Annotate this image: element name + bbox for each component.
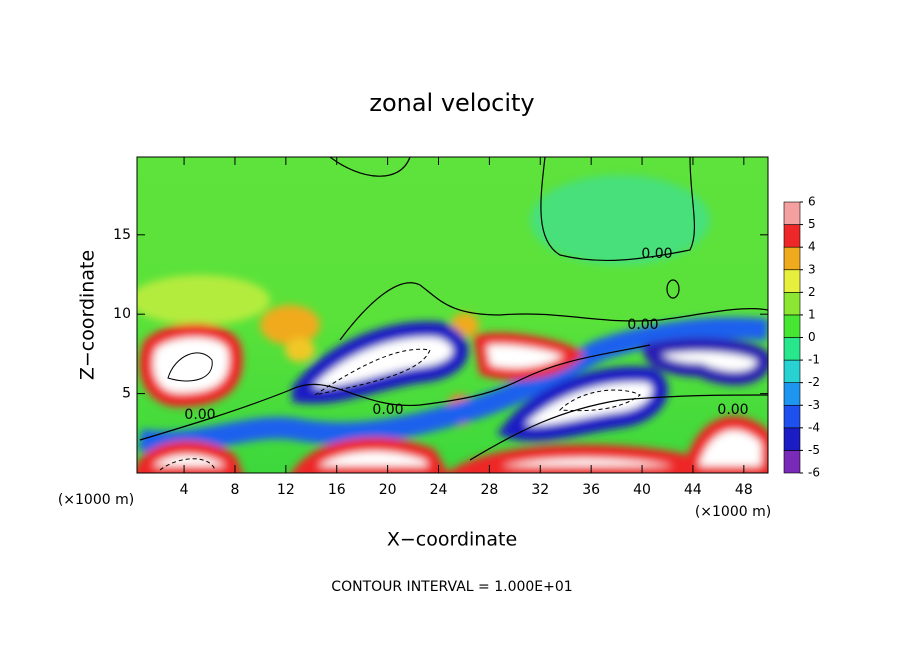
- x-tick-label: 32: [531, 482, 549, 498]
- colorbar-swatch: [783, 314, 801, 338]
- colorbar-tick-label: 2: [808, 285, 816, 299]
- x-tick-label: 16: [328, 482, 346, 498]
- contour-label: 0.00: [184, 407, 215, 423]
- colorbar-tick-label: -6: [808, 466, 820, 480]
- colorbar-swatch: [783, 337, 801, 361]
- contour-field: [137, 157, 768, 473]
- y-axis-label: Z−coordinate: [77, 250, 99, 380]
- x-axis-label: X−coordinate: [387, 529, 517, 551]
- colorbar-swatch: [783, 246, 801, 271]
- colorbar-swatch: [783, 292, 801, 316]
- x-tick-label: 4: [180, 482, 189, 498]
- x-unit: (×1000 m): [695, 504, 771, 520]
- colorbar-swatch: [783, 404, 801, 429]
- x-tick-label: 44: [684, 482, 702, 498]
- colorbar-tick-label: 1: [808, 307, 816, 321]
- x-tick-label: 36: [582, 482, 600, 498]
- footnote: CONTOUR INTERVAL = 1.000E+01: [331, 579, 572, 595]
- x-tick-label: 28: [480, 482, 498, 498]
- y-tick-label: 5: [122, 386, 131, 402]
- x-tick-label: 20: [379, 482, 397, 498]
- colorbar-swatch: [783, 224, 801, 248]
- y-unit: (×1000 m): [58, 492, 134, 508]
- colorbar-tick-label: 6: [808, 195, 816, 209]
- x-tick-label: 48: [735, 482, 753, 498]
- colorbar-swatch: [783, 359, 801, 383]
- colorbar-tick-label: -3: [808, 398, 820, 412]
- colorbar-swatch: [783, 382, 801, 406]
- x-tick-label: 8: [230, 482, 239, 498]
- colorbar-tick-label: 4: [808, 240, 816, 254]
- colorbar-tick-label: -2: [808, 375, 820, 389]
- colorbar-tick-label: 0: [808, 330, 816, 344]
- colorbar-tick-label: 5: [808, 217, 816, 231]
- colorbar-swatch: [783, 450, 801, 474]
- colorbar-swatch: [783, 201, 801, 225]
- y-tick-label: 15: [113, 227, 131, 243]
- colorbar-swatch: [783, 427, 801, 451]
- colorbar-tick-label: -1: [808, 353, 820, 367]
- contour-label: 0.00: [372, 402, 403, 418]
- x-tick-label: 12: [277, 482, 295, 498]
- x-tick-label: 24: [430, 482, 448, 498]
- colorbar-swatch: [783, 269, 801, 293]
- contour-label: 0.00: [641, 246, 672, 262]
- contour-label: 0.00: [717, 402, 748, 418]
- colorbar-tick-label: 3: [808, 262, 816, 276]
- contour-label: 0.00: [627, 317, 658, 333]
- y-tick-label: 10: [113, 306, 131, 322]
- chart-title: zonal velocity: [369, 89, 534, 117]
- colorbar-tick-label: -5: [808, 443, 820, 457]
- plot-frame: [136, 156, 769, 474]
- x-tick-label: 40: [633, 482, 651, 498]
- colorbar-tick-label: -4: [808, 420, 820, 434]
